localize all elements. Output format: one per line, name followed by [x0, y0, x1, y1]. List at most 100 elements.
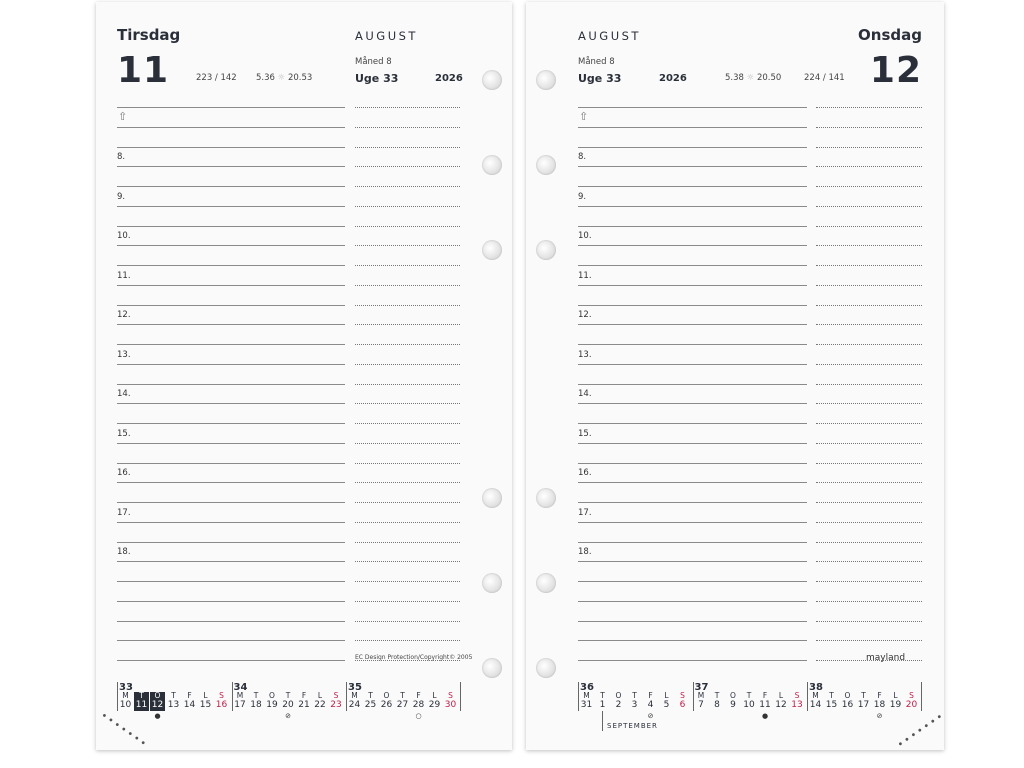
calendar-day: 23 [330, 700, 342, 710]
calendar-day: 16 [215, 700, 228, 710]
weekday-letter: T [829, 691, 834, 700]
weekday-letter: T [253, 691, 259, 700]
dotted-note-line [355, 146, 460, 148]
dotted-note-line [816, 146, 922, 148]
weekday-letter: S [333, 691, 339, 700]
hour-label: 13. [578, 349, 592, 360]
weekday-letter: S [794, 691, 800, 700]
sun-icon: ☼ [746, 73, 755, 83]
weekday-letter: S [448, 691, 453, 700]
hour-label: 8. [578, 152, 587, 162]
hour-label: 11. [578, 270, 592, 281]
week-number: 35 [348, 682, 362, 693]
dotted-note-line [816, 620, 922, 622]
dotted-note-line [355, 205, 460, 207]
calendar-day: 26 [380, 700, 393, 710]
writing-line [578, 660, 807, 661]
writing-line [117, 521, 345, 523]
hour-label: 12. [578, 310, 592, 320]
next-month-label: SEPTEMBER [607, 722, 658, 730]
calendar-day: 21 [298, 700, 310, 710]
weekday-letter: F [762, 691, 768, 700]
weekday-letter: L [432, 691, 437, 700]
dotted-note-line [355, 166, 460, 168]
calendar-day: 14 [809, 700, 822, 710]
writing-line [117, 205, 345, 207]
weekday-letter: T [285, 691, 291, 700]
binder-hole [536, 70, 556, 90]
writing-line [578, 383, 807, 385]
weekday-letter: M [236, 691, 244, 700]
writing-line [578, 442, 807, 444]
calendar-day: 17 [234, 700, 246, 710]
weekday-letter: T [134, 692, 149, 700]
dotted-note-line [355, 186, 460, 187]
calendar-day: 12 [775, 700, 787, 710]
binder-hole [482, 70, 502, 90]
sunset: 20.50 [756, 73, 782, 83]
writing-line [578, 640, 807, 642]
weekday-letter: F [648, 691, 653, 700]
writing-line [578, 482, 807, 484]
dotted-note-line [816, 304, 922, 306]
binder-hole [482, 658, 502, 678]
calendar-day: 4 [647, 700, 654, 710]
weekday-letter: L [778, 691, 784, 700]
dotted-note-line [355, 482, 460, 484]
month-label: Måned 8 [355, 57, 392, 67]
weekday-letter: F [301, 691, 307, 700]
sun-icon: ☼ [277, 73, 286, 83]
dotted-note-line [355, 600, 460, 602]
calendar-day: 11 [759, 700, 771, 710]
weekday-letter: O [615, 691, 622, 700]
calendar-day: 31 [580, 700, 593, 710]
calendar-day: 5 [663, 700, 670, 710]
calendar-day: 24 [348, 700, 361, 710]
hour-label: 15. [117, 428, 131, 439]
dotted-note-line [816, 462, 922, 464]
weekday-letter: M [812, 691, 819, 700]
moon-phase-icon: ● [154, 712, 161, 720]
sun-times: 5.38 ☼ 20.50 [725, 73, 781, 83]
writing-line [117, 265, 345, 266]
left-planner-page: Tirsdag 11 223 / 142 5.36 ☼ 20.53 AUGUST… [96, 2, 512, 751]
weekday-letter: T [632, 691, 637, 700]
dotted-note-line [816, 363, 922, 365]
weekday-letter: T [600, 691, 605, 700]
weekday-letter: T [714, 691, 720, 700]
sunrise: 5.36 [256, 73, 275, 83]
person-outline-icon: ⇧ [118, 110, 128, 123]
weekday-letter: S [219, 691, 224, 700]
calendar-day: 28 [412, 700, 425, 710]
week-number: 38 [809, 682, 823, 693]
moon-phase-icon: ⊘ [647, 712, 654, 720]
dotted-note-line [816, 581, 922, 582]
dotted-note-line [355, 126, 460, 128]
hour-label: 12. [117, 310, 131, 320]
day-count: 223 / 142 [196, 73, 237, 83]
dotted-note-line [355, 541, 460, 543]
day-number: 12 [869, 50, 922, 91]
week-divider [231, 682, 233, 711]
writing-line [117, 225, 345, 227]
perforation-corner: ••••••• [98, 710, 150, 751]
writing-line [117, 600, 345, 602]
writing-line [117, 502, 345, 503]
weekday-letter: T [368, 691, 373, 700]
week-divider [117, 682, 118, 711]
weekday-letter: O [383, 691, 390, 700]
weekday-letter: M [351, 691, 358, 700]
writing-line [578, 561, 807, 563]
calendar-day: 27 [396, 700, 409, 710]
calendar-day: 16 [841, 700, 854, 710]
moon-phase-icon: ⊘ [285, 712, 291, 720]
binder-hole [536, 488, 556, 508]
writing-line [578, 581, 807, 582]
writing-line [117, 363, 345, 365]
hour-label: 14. [578, 389, 592, 399]
dotted-note-line [816, 166, 922, 168]
hour-label: 18. [578, 547, 592, 557]
weekday-letter: O [150, 692, 165, 700]
weekday-letter: M [697, 691, 705, 700]
calendar-day: 22 [314, 700, 326, 710]
